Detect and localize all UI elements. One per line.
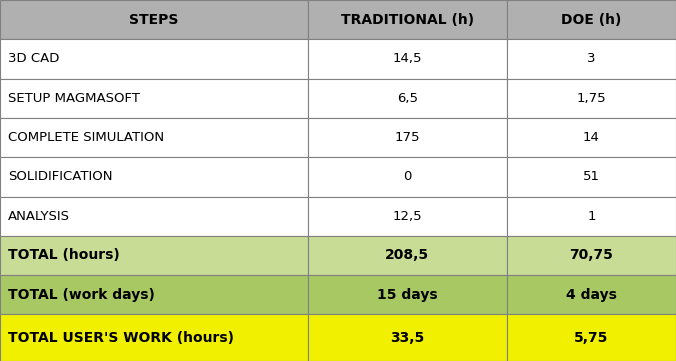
Bar: [507, 157, 676, 196]
Bar: [507, 118, 676, 157]
Bar: [0, 157, 308, 196]
Bar: [507, 79, 676, 118]
Bar: [308, 157, 507, 196]
Text: 14: 14: [583, 131, 600, 144]
Text: 1,75: 1,75: [577, 92, 606, 105]
Text: STEPS: STEPS: [129, 13, 178, 27]
Text: COMPLETE SIMULATION: COMPLETE SIMULATION: [8, 131, 164, 144]
Text: 6,5: 6,5: [397, 92, 418, 105]
Text: 70,75: 70,75: [570, 248, 613, 262]
Bar: [308, 79, 507, 118]
Bar: [0, 196, 308, 236]
Text: 175: 175: [395, 131, 420, 144]
Bar: [507, 236, 676, 275]
Text: TOTAL (work days): TOTAL (work days): [8, 288, 155, 302]
Text: 1: 1: [587, 210, 596, 223]
Bar: [308, 275, 507, 314]
Bar: [308, 314, 507, 361]
Text: 5,75: 5,75: [575, 331, 608, 345]
Text: DOE (h): DOE (h): [561, 13, 622, 27]
Bar: [308, 0, 507, 39]
Text: 33,5: 33,5: [390, 331, 425, 345]
Text: ANALYSIS: ANALYSIS: [8, 210, 70, 223]
Text: 3: 3: [587, 52, 596, 65]
Text: 4 days: 4 days: [566, 288, 617, 302]
Bar: [0, 314, 308, 361]
Bar: [308, 118, 507, 157]
Bar: [308, 196, 507, 236]
Bar: [0, 118, 308, 157]
Text: 208,5: 208,5: [385, 248, 429, 262]
Bar: [507, 314, 676, 361]
Text: TRADITIONAL (h): TRADITIONAL (h): [341, 13, 474, 27]
Bar: [308, 39, 507, 79]
Bar: [0, 79, 308, 118]
Bar: [0, 236, 308, 275]
Text: TOTAL USER'S WORK (hours): TOTAL USER'S WORK (hours): [8, 331, 234, 345]
Bar: [507, 275, 676, 314]
Text: TOTAL (hours): TOTAL (hours): [8, 248, 120, 262]
Bar: [0, 0, 308, 39]
Text: 51: 51: [583, 170, 600, 183]
Bar: [0, 39, 308, 79]
Text: SOLIDIFICATION: SOLIDIFICATION: [8, 170, 113, 183]
Bar: [0, 275, 308, 314]
Text: 12,5: 12,5: [393, 210, 422, 223]
Text: 14,5: 14,5: [393, 52, 422, 65]
Text: 15 days: 15 days: [377, 288, 437, 302]
Bar: [507, 39, 676, 79]
Bar: [507, 0, 676, 39]
Text: SETUP MAGMASOFT: SETUP MAGMASOFT: [8, 92, 140, 105]
Bar: [308, 236, 507, 275]
Text: 0: 0: [403, 170, 412, 183]
Bar: [507, 196, 676, 236]
Text: 3D CAD: 3D CAD: [8, 52, 59, 65]
